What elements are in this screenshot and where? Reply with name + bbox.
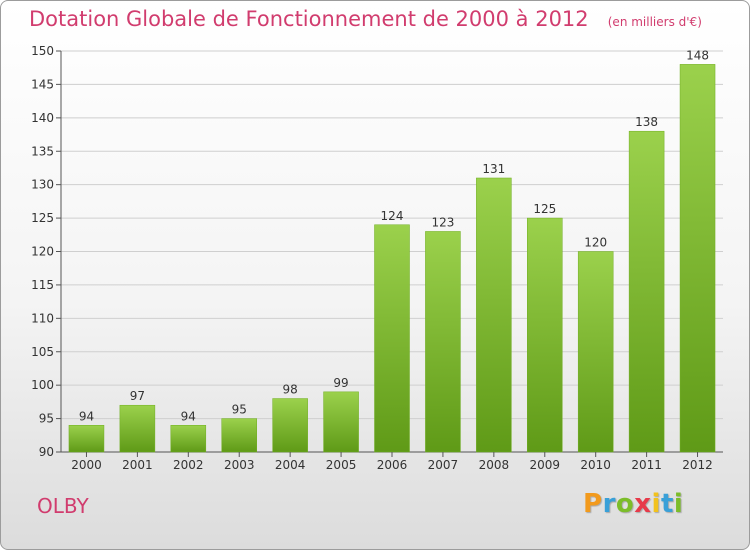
data-label-2002: 94 bbox=[181, 409, 196, 423]
y-tick-label: 130 bbox=[31, 178, 54, 192]
town-name: OLBY bbox=[37, 494, 89, 518]
bar-2000 bbox=[68, 425, 105, 453]
x-tick-label-2000: 2000 bbox=[71, 458, 102, 472]
logo-letter: i bbox=[651, 489, 661, 519]
bar-2009 bbox=[527, 217, 563, 453]
data-label-2010: 120 bbox=[584, 236, 607, 250]
data-label-2009: 125 bbox=[533, 202, 556, 216]
logo-letter: t bbox=[660, 489, 674, 519]
logo-letter: o bbox=[615, 489, 635, 519]
y-tick-label: 95 bbox=[39, 412, 54, 426]
chart-unit-note: (en milliers d'€) bbox=[607, 15, 702, 29]
x-tick-label-2012: 2012 bbox=[682, 458, 713, 472]
y-tick-label: 115 bbox=[31, 278, 54, 292]
y-tick-label: 150 bbox=[31, 44, 54, 58]
x-tick-label-2003: 2003 bbox=[224, 458, 255, 472]
y-tick-label: 105 bbox=[31, 345, 54, 359]
x-tick-label-2005: 2005 bbox=[326, 458, 357, 472]
chart-title: Dotation Globale de Fonctionnement de 20… bbox=[29, 7, 589, 31]
data-label-2004: 98 bbox=[283, 383, 298, 397]
y-tick-label: 100 bbox=[31, 378, 54, 392]
bar-2004 bbox=[272, 398, 308, 453]
bar-2008 bbox=[476, 177, 512, 453]
bar-2001 bbox=[119, 404, 156, 453]
x-tick-label-2007: 2007 bbox=[428, 458, 459, 472]
x-tick-label-2008: 2008 bbox=[479, 458, 510, 472]
logo-letter: x bbox=[634, 489, 652, 519]
y-tick-label: 120 bbox=[31, 245, 54, 259]
bar-2006 bbox=[374, 224, 410, 453]
y-tick-label: 140 bbox=[31, 111, 54, 125]
logo-letter: P bbox=[583, 489, 603, 519]
x-tick-label-2011: 2011 bbox=[631, 458, 662, 472]
data-label-2008: 131 bbox=[482, 162, 505, 176]
data-label-2005: 99 bbox=[333, 376, 348, 390]
data-label-2003: 95 bbox=[232, 403, 247, 417]
data-label-2000: 94 bbox=[79, 409, 94, 423]
y-tick-label: 110 bbox=[31, 311, 54, 325]
bar-2011 bbox=[628, 130, 665, 453]
bar-2010 bbox=[577, 251, 614, 453]
proxiti-logo: Proxiti bbox=[583, 489, 683, 519]
x-tick-label-2001: 2001 bbox=[122, 458, 153, 472]
bar-2007 bbox=[425, 231, 461, 453]
bar-2005 bbox=[323, 391, 359, 453]
data-label-2001: 97 bbox=[130, 389, 145, 403]
x-tick-label-2002: 2002 bbox=[173, 458, 204, 472]
data-label-2006: 124 bbox=[381, 209, 404, 223]
x-tick-label-2004: 2004 bbox=[275, 458, 306, 472]
y-tick-label: 90 bbox=[39, 445, 54, 459]
x-tick-label-2010: 2010 bbox=[580, 458, 611, 472]
bar-2003 bbox=[221, 418, 257, 453]
bar-2002 bbox=[170, 425, 207, 453]
y-tick-label: 125 bbox=[31, 211, 54, 225]
x-tick-label-2009: 2009 bbox=[529, 458, 560, 472]
logo-letter: i bbox=[673, 489, 684, 519]
data-label-2007: 123 bbox=[431, 215, 454, 229]
x-tick-label-2006: 2006 bbox=[377, 458, 408, 472]
data-label-2012: 148 bbox=[686, 48, 709, 62]
data-label-2011: 138 bbox=[635, 115, 658, 129]
chart-title-row: Dotation Globale de Fonctionnement de 20… bbox=[29, 7, 702, 31]
bar-2012 bbox=[679, 64, 716, 453]
logo-letter: r bbox=[602, 489, 616, 519]
y-tick-label: 135 bbox=[31, 144, 54, 158]
y-tick-label: 145 bbox=[31, 77, 54, 91]
